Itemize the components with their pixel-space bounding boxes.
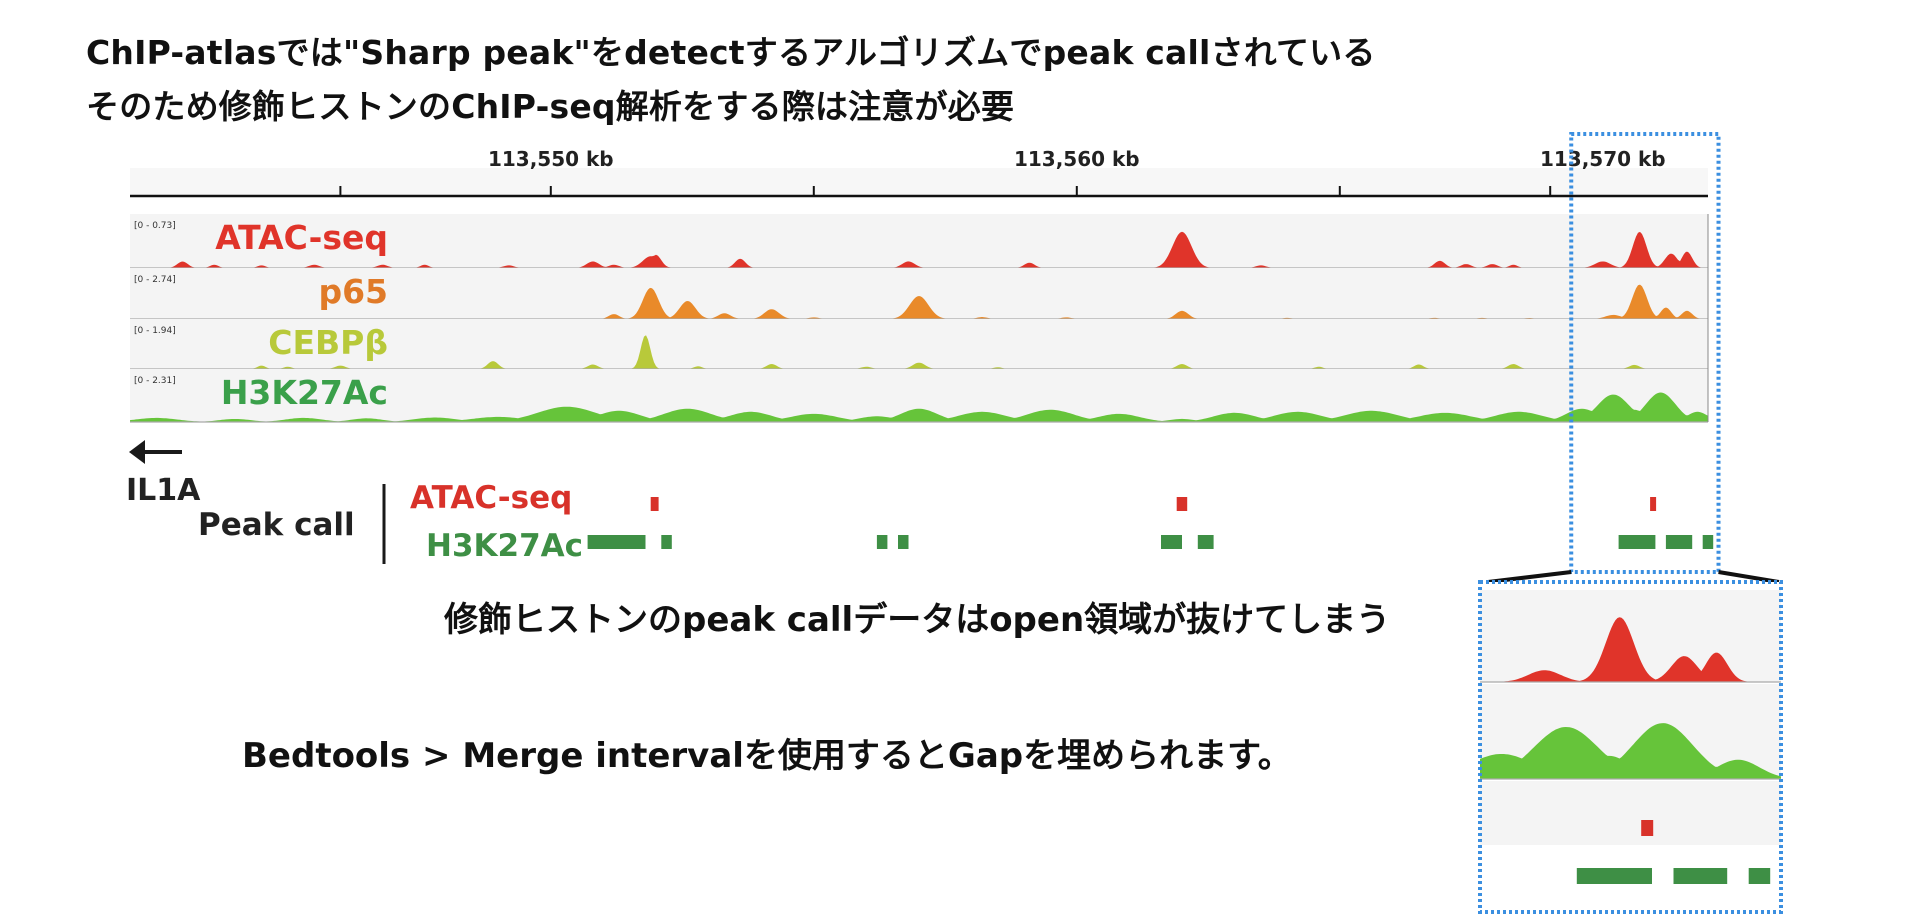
peak-call-bar (650, 497, 659, 511)
peak-call-labels: Peak call ATAC-seq H3K27Ac (198, 480, 583, 564)
track-range-label: [0 - 0.73] (134, 221, 176, 231)
track-label: CEBPβ (268, 323, 388, 362)
zoom-inset-border (1478, 580, 1783, 914)
note-open-region: 修飾ヒストンのpeak callデータはopen領域が抜けてしまう (444, 600, 1391, 640)
ruler-background (130, 168, 1708, 196)
peak-call-bar (1176, 497, 1188, 511)
track-label: H3K27Ac (221, 373, 388, 412)
ruler-tick-label: 113,570 kb (1540, 147, 1666, 171)
peak-call-bar (1161, 535, 1182, 549)
signal-area (130, 392, 1708, 422)
signal-track: [0 - 1.94] CEBPβ (130, 319, 1708, 370)
genome-axis: 113,550 kb 113,560 kb 113,570 kb (130, 147, 1708, 198)
zoom-peak-call-bar (1748, 868, 1771, 884)
track-range-label: [0 - 2.74] (134, 275, 176, 285)
highlight-box (1569, 132, 1721, 574)
zoom-peak-background (1480, 781, 1781, 845)
peak-call-bar (587, 535, 646, 549)
peak-call-bars (587, 497, 1714, 549)
gene-annotation: IL1A (126, 440, 201, 508)
signal-area (130, 284, 1708, 319)
ruler-tick-label: 113,560 kb (1014, 147, 1140, 171)
signal-track: [0 - 2.31] H3K27Ac (130, 369, 1708, 423)
peak-call-bar (1665, 535, 1693, 549)
track-range-label: [0 - 2.31] (134, 376, 176, 386)
peak-call-bar (1702, 535, 1714, 549)
ruler-tick-label: 113,550 kb (488, 147, 614, 171)
peak-call-bar (898, 535, 909, 549)
peak-call-bar (1650, 497, 1657, 511)
signal-tracks: [0 - 0.73] ATAC-seq [0 - 2.74] p65 [0 - 1.94… (130, 214, 1709, 423)
zoom-peak-call-bar (1576, 868, 1652, 884)
headline-line-1: ChIP-atlasでは"Sharp peak"をdetectするアルゴリズムで… (86, 33, 1376, 72)
track-label: p65 (318, 272, 388, 311)
headline-line-2: そのため修飾ヒストンのChIP-seq解析をする際は注意が必要 (86, 87, 1015, 126)
zoom-connector-left (1487, 570, 1572, 584)
peak-call-atac-label: ATAC-seq (410, 480, 572, 516)
peak-call-bar (1618, 535, 1656, 549)
peak-call-h3k27ac-label: H3K27Ac (426, 528, 583, 564)
track-background (130, 319, 1708, 369)
signal-track: [0 - 2.74] p65 (130, 268, 1708, 320)
zoom-peak-call-bar (1673, 868, 1728, 884)
gene-direction-arrow-icon (129, 440, 182, 464)
track-range-label: [0 - 1.94] (134, 326, 176, 336)
zoom-signal-area (1480, 723, 1781, 779)
track-background (130, 214, 1708, 268)
signal-track: [0 - 0.73] ATAC-seq (130, 214, 1708, 269)
highlight-region (1569, 132, 1721, 574)
peak-call-bar (661, 535, 672, 549)
peak-call-bar (876, 535, 888, 549)
track-label: ATAC-seq (215, 218, 388, 257)
peak-call-bar (1197, 535, 1214, 549)
peak-call-title: Peak call (198, 507, 355, 543)
zoom-peak-call-bar (1641, 820, 1654, 836)
zoom-inset (1478, 570, 1783, 914)
zoom-signal-area (1480, 617, 1781, 682)
gene-name: IL1A (126, 473, 201, 508)
note-bedtools-merge: Bedtools > Merge intervalを使用するとGapを埋められま… (242, 736, 1292, 776)
